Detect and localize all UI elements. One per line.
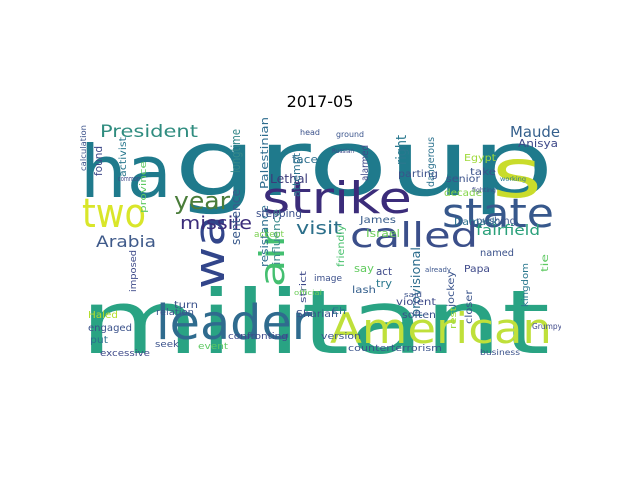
word-alarmed: alarmed — [360, 145, 371, 181]
word-event: event — [198, 342, 229, 352]
word-ha: ha — [80, 130, 172, 214]
word-influence: influence — [270, 209, 283, 265]
word-take: take — [470, 167, 496, 178]
word-violent: violent — [396, 297, 436, 308]
word-closer: closer — [464, 289, 475, 324]
word-lash: lash — [352, 285, 376, 296]
word-militant: militant — [80, 271, 550, 362]
word-face: face — [292, 153, 318, 166]
word-stepping: stepping — [256, 207, 302, 220]
word-parting: parting — [398, 169, 438, 180]
word-act: act — [376, 265, 393, 278]
word-papa: Papa — [464, 264, 490, 275]
word-fairfield: fairfield — [476, 223, 540, 239]
word-senior: senior — [446, 174, 481, 185]
word-tie: tie — [540, 254, 551, 272]
word-leader: leader — [156, 295, 312, 351]
word-rest: rest — [449, 306, 459, 329]
word-pushing: pushing — [476, 216, 516, 227]
word-state: state — [442, 191, 554, 237]
word-found: found — [92, 146, 105, 176]
word-palestinian: Palestinian — [258, 117, 271, 189]
word-provisional: provisional — [409, 247, 423, 317]
word-israel: Israel — [366, 227, 400, 240]
word-called: called — [350, 216, 478, 256]
word-damask: Damask — [454, 217, 498, 228]
word-said: said — [404, 291, 422, 299]
word-fighting: fighting — [472, 187, 496, 194]
word-james: James — [359, 215, 396, 226]
word-two: two — [82, 191, 146, 237]
word-shariah: Shariah — [296, 309, 338, 320]
word-russian: Russian — [332, 148, 354, 155]
word-soften: soften — [402, 310, 436, 321]
word-put: put — [90, 335, 108, 346]
word-accept: accept — [254, 230, 284, 240]
word-head: head — [300, 128, 320, 137]
word-common: common — [118, 175, 140, 183]
word-year: year — [174, 187, 230, 215]
word-turn: turn — [174, 300, 198, 311]
word-group: group — [174, 117, 554, 217]
word-kingdom: kingdom — [521, 263, 531, 307]
word-strike: strike — [262, 173, 412, 224]
word-already: already — [425, 266, 451, 274]
word-try: try — [376, 277, 392, 290]
word-excessive: excessive — [100, 349, 151, 359]
word-cloud: group militant ha s leader American strike stat… — [80, 117, 561, 362]
word-engaged: engaged — [88, 323, 132, 334]
word-anisya: Anisya — [518, 137, 558, 150]
word-attempt: attempt — [290, 152, 303, 197]
word-arabia: Arabia — [96, 232, 156, 251]
word-air: air — [253, 229, 293, 287]
word-named: named — [480, 248, 514, 259]
word-dangerous: dangerous — [426, 137, 437, 187]
word-version: version — [321, 332, 361, 342]
word-missile: missile — [180, 213, 252, 234]
word-eh: Eh — [332, 307, 346, 317]
word-province: province — [139, 160, 149, 213]
word-confronting: confronting — [228, 332, 288, 342]
figure-title: 2017-05 — [286, 92, 354, 111]
word-haled: Haled — [88, 310, 118, 321]
word-maude: Maude — [510, 123, 560, 141]
word-activist: activist — [118, 137, 129, 177]
word-lethal: Lethal — [270, 172, 308, 186]
word-jockey: jockey — [446, 271, 457, 308]
word-seek: seek — [155, 340, 180, 350]
word-egypt: Egypt — [464, 153, 496, 164]
word-visit: visit — [296, 218, 342, 239]
word-counterterrorism: counterterrorism — [348, 344, 442, 354]
word-strict: strict — [299, 270, 309, 303]
word-s: s — [492, 135, 542, 214]
word-imposed: imposed — [129, 250, 139, 292]
word-business: business — [480, 348, 520, 357]
word-longtime: longtime — [229, 129, 243, 173]
word-president: President — [100, 122, 198, 142]
word-calculation: calculation — [80, 125, 88, 171]
word-ground: ground — [336, 130, 364, 139]
word-right: right — [394, 135, 410, 165]
word-say: say — [354, 262, 375, 275]
word-wa: wa — [185, 215, 234, 289]
word-image: image — [314, 274, 342, 284]
word-friendly: friendly — [336, 225, 347, 267]
word-american: American — [330, 304, 552, 353]
word-official: official — [294, 289, 322, 297]
word-cloud-canvas: group militant ha s leader American strike stat… — [80, 117, 561, 362]
word-grumpy: Grumpy — [532, 322, 561, 331]
word-working: working — [500, 176, 526, 183]
word-resistance: resistance — [258, 205, 271, 267]
word-decade: decade — [444, 188, 482, 199]
word-relation: relation — [156, 308, 194, 318]
word-sentence: sentence — [229, 189, 243, 245]
